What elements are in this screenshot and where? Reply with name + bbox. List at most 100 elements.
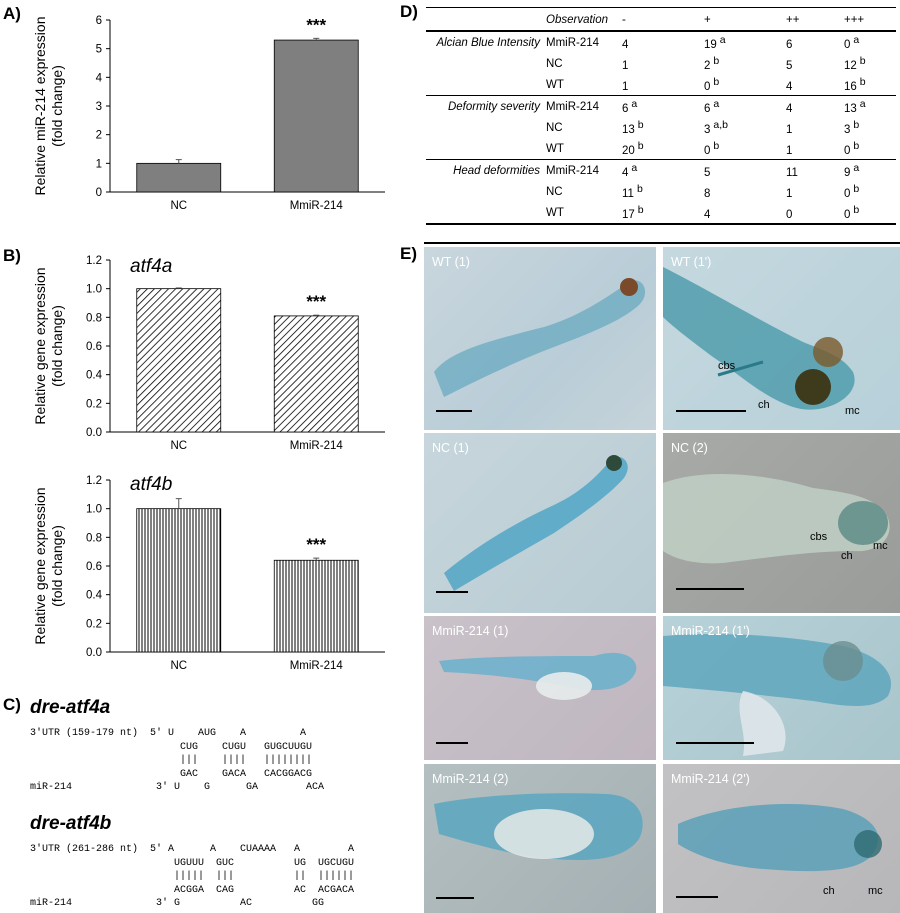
table-cell: 12 b bbox=[844, 55, 866, 72]
row-label: WT bbox=[546, 206, 564, 219]
bar bbox=[273, 39, 359, 193]
chart-b-atf4b: 0.0 0.2 0.4 0.6 0.8 1.0 1.2 Relative gene expre… bbox=[32, 474, 385, 672]
table-cell: 4 bbox=[786, 80, 793, 93]
alignment-atf4a: 3'UTR (159-179 nt) 5' U AUG A A CUG CUGU… bbox=[30, 728, 325, 793]
annotation-ch: ch bbox=[823, 885, 835, 897]
panel-label-b: B) bbox=[3, 246, 21, 265]
table-row: NC 11 b 8 1 0 b bbox=[426, 181, 896, 202]
scale-bar bbox=[436, 742, 468, 744]
y-tick-label: 0.8 bbox=[86, 532, 102, 544]
table-header-row: Observation - + ++ +++ bbox=[426, 9, 896, 31]
photo-nc-2: NC (2) cbs ch mc bbox=[663, 433, 900, 613]
y-tick-label: 0.4 bbox=[86, 590, 103, 602]
category-label: NC bbox=[170, 660, 187, 672]
chart-a: 0 1 2 3 4 5 6 Relative miR-214 expression (fold … bbox=[32, 15, 385, 212]
annotation-cbs: cbs bbox=[718, 360, 736, 372]
annotation-mc: mc bbox=[873, 540, 888, 552]
table-cell: 4 bbox=[704, 208, 711, 221]
y-axis-label: (fold change) bbox=[49, 65, 65, 147]
y-tick-label: 1.0 bbox=[86, 504, 102, 516]
scale-bar bbox=[676, 410, 746, 412]
table-cell: 1 bbox=[786, 144, 793, 157]
header-plusplusplus: +++ bbox=[844, 13, 865, 26]
y-tick-label: 0.0 bbox=[86, 427, 102, 439]
observation-table: Observation - + ++ +++ Alcian Blue Inten… bbox=[426, 9, 896, 225]
annotation-mc: mc bbox=[868, 885, 883, 897]
significance-label: *** bbox=[306, 292, 326, 311]
group-label bbox=[426, 138, 546, 160]
bar bbox=[136, 508, 222, 653]
photo-label-nc-2: NC (2) bbox=[671, 441, 708, 455]
table-cell: 1 bbox=[786, 123, 793, 136]
photo-mmir214-1: MmiR-214 (1) bbox=[424, 616, 656, 760]
annotation-mc: mc bbox=[845, 405, 860, 417]
category-label: NC bbox=[170, 200, 187, 212]
table-cell: 1 bbox=[622, 80, 629, 93]
y-axis-label: (fold change) bbox=[49, 305, 65, 387]
significance-label: *** bbox=[306, 15, 326, 34]
table-row: Alcian Blue Intensity MmiR-214 4 19 a 6 0 a bbox=[426, 31, 896, 53]
group-label: Alcian Blue Intensity bbox=[436, 36, 540, 49]
header-minus: - bbox=[622, 13, 626, 26]
photo-label-mmir214-2-prime: MmiR-214 (2') bbox=[671, 772, 750, 786]
y-tick-label: 0.2 bbox=[86, 398, 102, 410]
y-tick-label: 1.2 bbox=[86, 475, 102, 487]
photo-mmir214-2-prime: MmiR-214 (2') ch mc bbox=[663, 764, 900, 913]
y-tick-label: 1.0 bbox=[86, 284, 102, 296]
significance-label: *** bbox=[306, 535, 326, 554]
table-cell: 19 a bbox=[704, 34, 726, 51]
y-tick-label: 2 bbox=[96, 130, 102, 142]
table-row: NC 13 b 3 a,b 1 3 b bbox=[426, 117, 896, 138]
category-label: NC bbox=[170, 440, 187, 452]
category-label: MmiR-214 bbox=[290, 660, 344, 672]
group-label bbox=[426, 74, 546, 96]
row-label: MmiR-214 bbox=[546, 164, 600, 177]
scale-bar bbox=[676, 742, 754, 744]
table-row: Head deformities MmiR-214 4 a 5 11 9 a bbox=[426, 160, 896, 182]
scale-bar bbox=[436, 897, 474, 899]
group-label bbox=[426, 202, 546, 224]
y-axis-label: (fold change) bbox=[49, 525, 65, 607]
row-label: NC bbox=[546, 57, 563, 70]
table-row: WT 20 b 0 b 1 0 b bbox=[426, 138, 896, 160]
annotation-ch: ch bbox=[758, 399, 770, 411]
scale-bar bbox=[676, 896, 718, 898]
y-tick-label: 4 bbox=[96, 72, 103, 84]
chart-b-atf4a: 0.0 0.2 0.4 0.6 0.8 1.0 1.2 Relative gene expre… bbox=[32, 255, 385, 452]
chart-title: atf4b bbox=[130, 474, 172, 495]
table-cell: 11 b bbox=[622, 183, 643, 200]
photo-label-wt-1-prime: WT (1') bbox=[671, 255, 712, 269]
photo-mmir214-1-prime: MmiR-214 (1') bbox=[663, 616, 900, 760]
table-cell: 17 b bbox=[622, 204, 644, 221]
photo-mmir214-2: MmiR-214 (2) bbox=[424, 764, 656, 913]
annotation-ch: ch bbox=[841, 550, 853, 562]
scale-bar bbox=[676, 588, 744, 590]
scale-bar bbox=[436, 410, 472, 412]
photo-label-mmir214-1-prime: MmiR-214 (1') bbox=[671, 624, 750, 638]
header-plus: + bbox=[704, 13, 711, 26]
y-tick-label: 5 bbox=[96, 44, 102, 56]
group-label bbox=[426, 181, 546, 202]
y-tick-label: 3 bbox=[96, 101, 102, 113]
y-axis-label: Relative gene expression bbox=[32, 487, 48, 644]
panel-e-rule bbox=[424, 242, 900, 244]
table-row: WT 17 b 4 0 0 b bbox=[426, 202, 896, 224]
row-label: WT bbox=[546, 142, 564, 155]
y-tick-label: 1.2 bbox=[86, 255, 102, 267]
panel-label-a: A) bbox=[3, 4, 21, 23]
panel-label-e: E) bbox=[400, 244, 417, 263]
chart-title: atf4a bbox=[130, 256, 172, 277]
row-label: WT bbox=[546, 78, 564, 91]
table-cell: 20 b bbox=[622, 140, 644, 157]
y-tick-label: 0.6 bbox=[86, 561, 102, 573]
table-cell: 4 bbox=[622, 38, 629, 51]
bar bbox=[136, 288, 222, 433]
category-label: MmiR-214 bbox=[290, 440, 344, 452]
